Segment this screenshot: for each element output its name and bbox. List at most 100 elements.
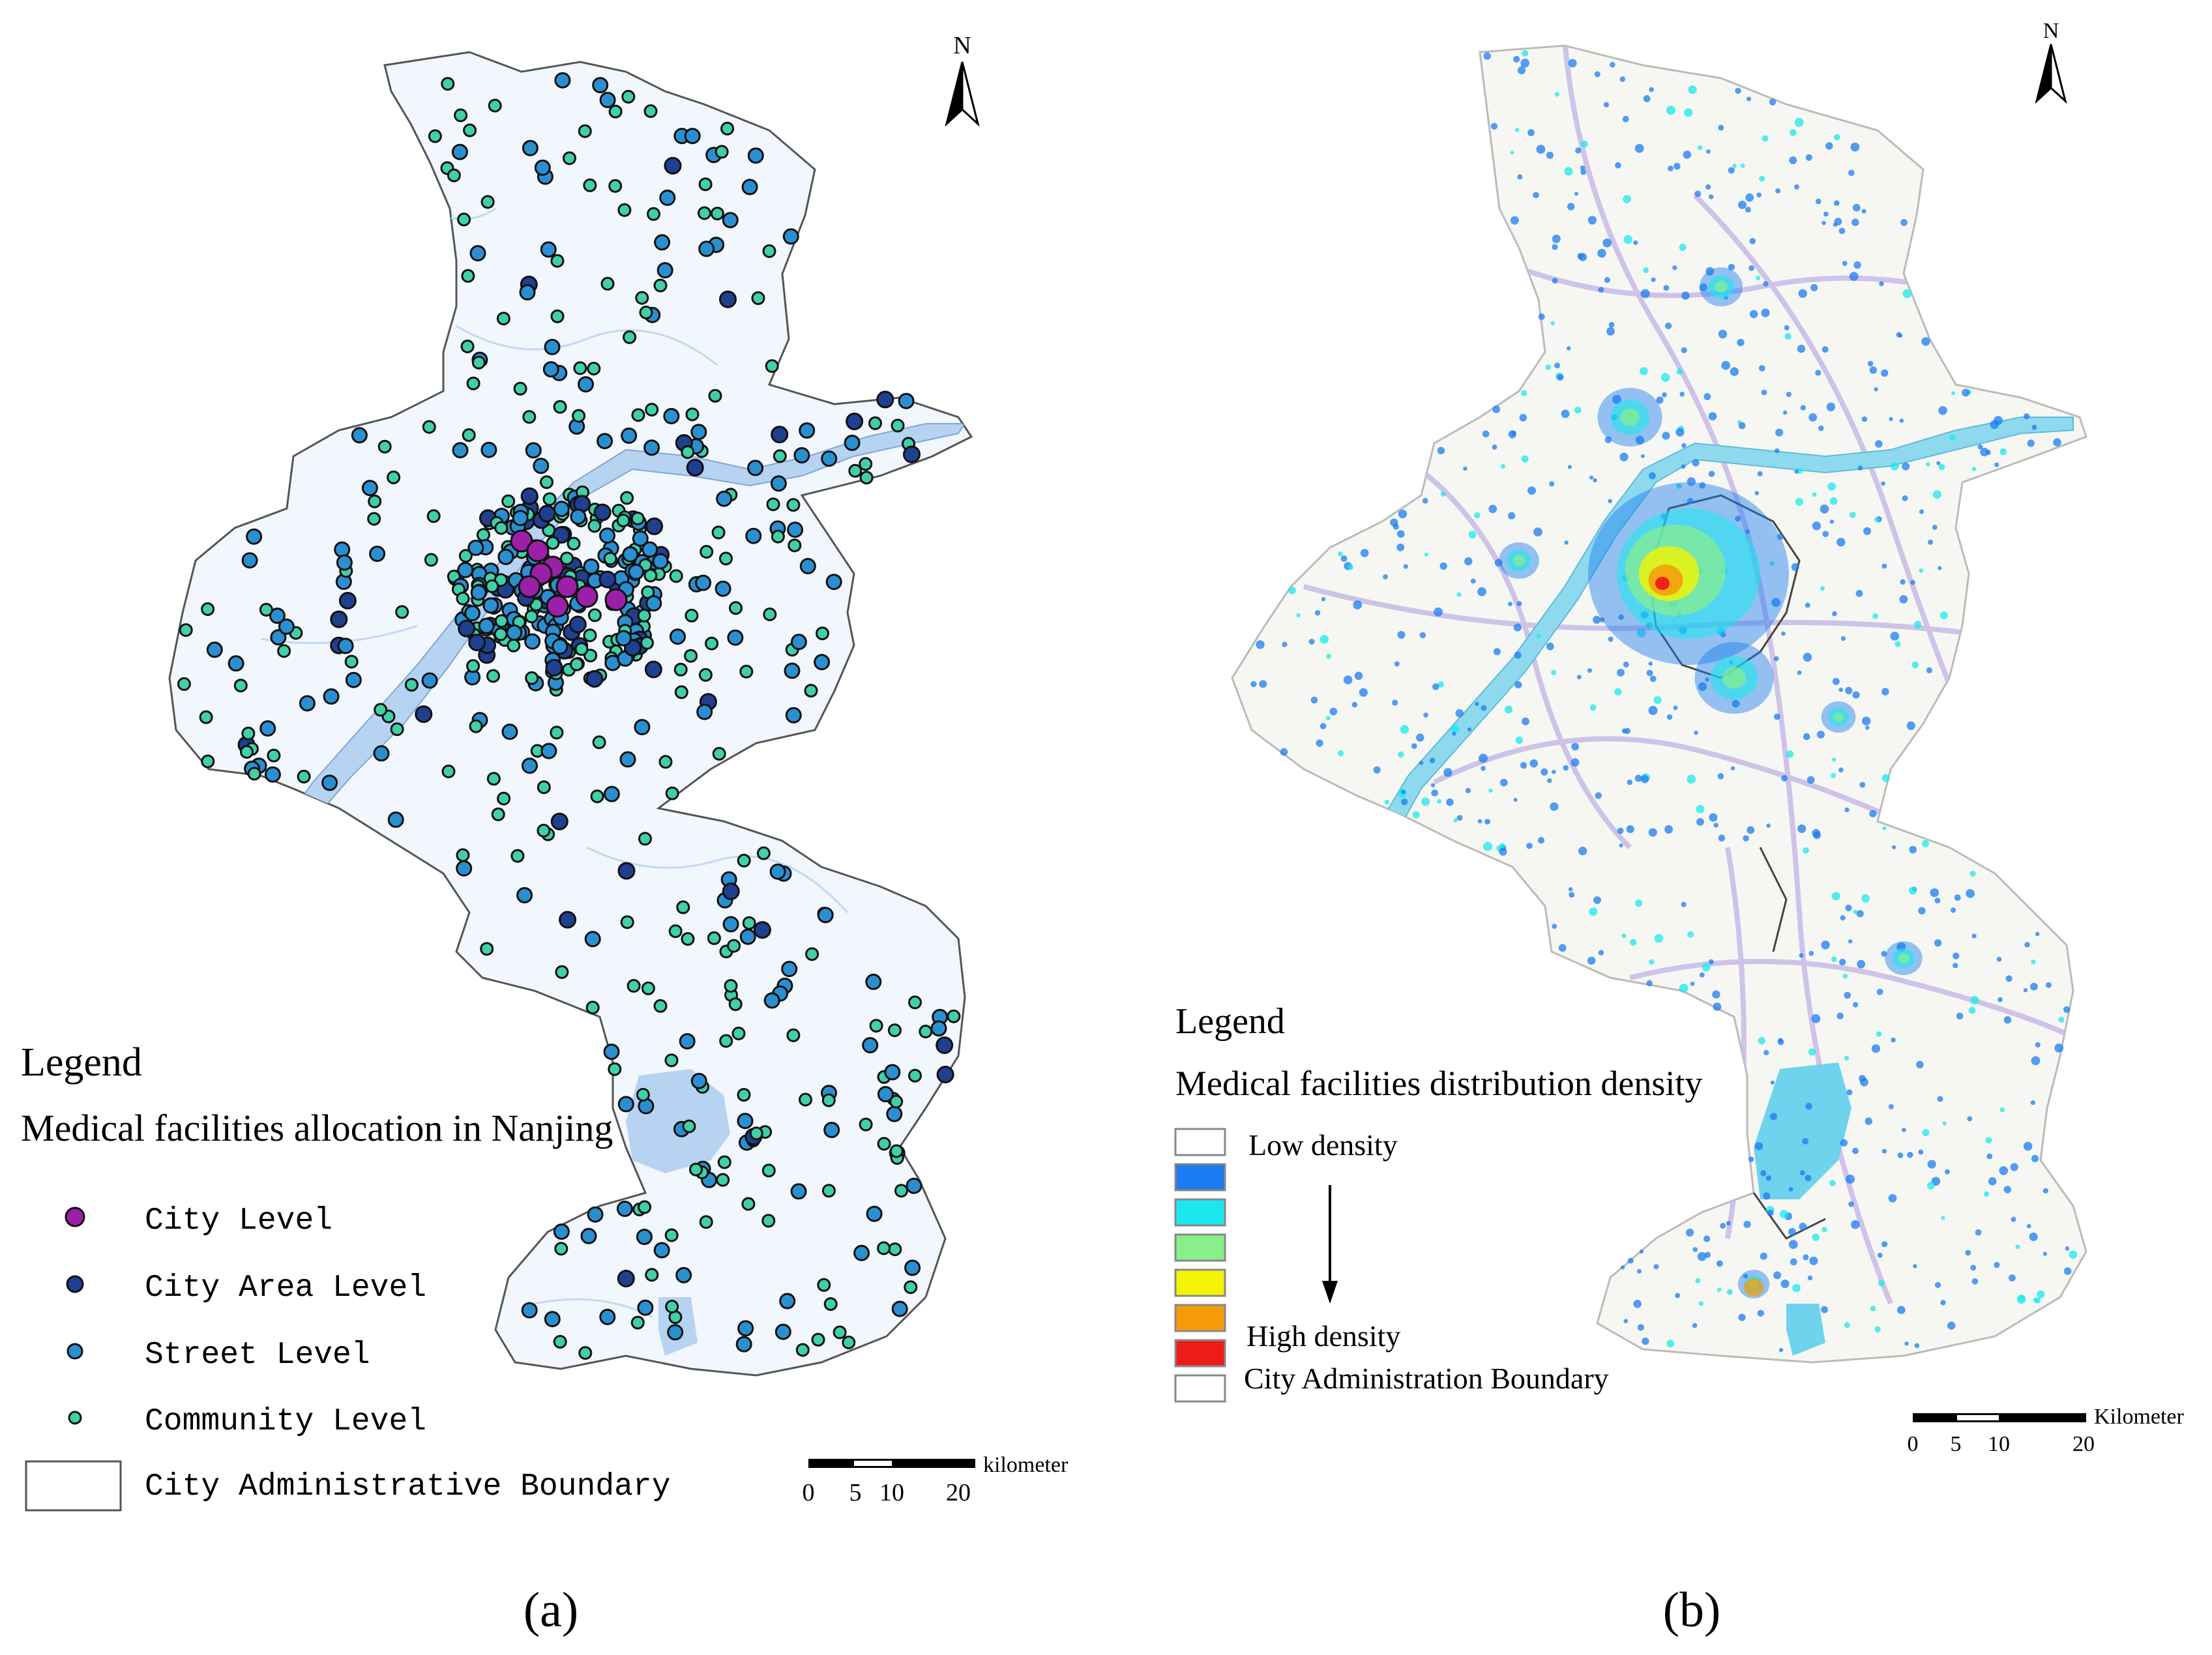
facility-point (705, 636, 719, 651)
density-speck (1663, 285, 1670, 291)
density-speck (1504, 705, 1513, 714)
density-speck (2023, 1141, 2033, 1151)
density-speck (1545, 364, 1551, 370)
density-speck (1758, 1037, 1765, 1045)
density-speck (1593, 478, 1597, 482)
facility-point (501, 724, 518, 740)
facility-point (270, 629, 287, 646)
density-speck (1567, 346, 1571, 351)
density-speck (1250, 681, 1257, 688)
density-speck (1846, 1175, 1855, 1184)
caption-b: (b) (1663, 1583, 1721, 1637)
density-speck (1446, 798, 1454, 806)
density-speck (1821, 220, 1826, 226)
density-speck (1888, 1194, 1897, 1203)
density-speck (1794, 469, 1799, 474)
density-speck (1587, 956, 1596, 965)
density-speck (1803, 652, 1812, 662)
density-speck (1863, 527, 1871, 535)
density-speck (1968, 1006, 1976, 1014)
density-speck (1621, 728, 1627, 734)
facility-point (454, 108, 468, 123)
legend-title-a: Legend (21, 1040, 142, 1085)
facility-point (599, 1308, 616, 1325)
density-speck (1552, 770, 1556, 774)
density-speck (1326, 654, 1331, 659)
density-speck (1708, 471, 1715, 477)
facility-point (344, 654, 359, 669)
facility-point (516, 886, 533, 903)
legend-label-city-area-level: City Area Level (145, 1270, 426, 1306)
density-hotspot (1722, 667, 1747, 689)
density-speck (1735, 87, 1741, 94)
facility-point (507, 638, 521, 652)
facility-point (269, 608, 286, 624)
facility-point (477, 528, 490, 542)
facility-point (228, 655, 244, 672)
facility-point (179, 623, 193, 637)
facility-point (665, 786, 679, 800)
density-speck (1557, 373, 1564, 381)
facility-point (404, 678, 419, 692)
density-speck (1762, 135, 1769, 142)
density-speck (1839, 958, 1846, 966)
facility-point (786, 498, 801, 512)
facility-point (617, 862, 636, 880)
facility-point (782, 228, 799, 245)
density-speck (1697, 1252, 1707, 1261)
facility-point (570, 657, 584, 671)
facility-point (608, 1062, 622, 1076)
facility-point (464, 605, 480, 622)
density-speck (1845, 904, 1852, 911)
density-speck (1737, 338, 1745, 347)
density-speck (1773, 656, 1779, 662)
facility-point (631, 408, 645, 422)
density-speck (1999, 1166, 2008, 1175)
facility-point (458, 619, 476, 637)
facility-point (643, 439, 660, 456)
density-speck (2031, 424, 2037, 430)
density-speck (2023, 988, 2028, 993)
density-speck (1580, 140, 1588, 148)
facility-point (559, 911, 577, 929)
facility-point (936, 1066, 954, 1083)
density-speck (1728, 263, 1735, 271)
density-speck (1805, 602, 1810, 608)
facility-point (761, 1164, 776, 1178)
density-speck (1994, 416, 2003, 425)
density-speck (1517, 66, 1526, 74)
density-speck (1738, 422, 1746, 430)
density-speck (1800, 405, 1806, 411)
facility-point (717, 1155, 731, 1169)
density-speck (1280, 748, 1288, 756)
facility-point (494, 627, 508, 641)
density-speck (1598, 950, 1604, 956)
density-speck (1713, 1003, 1722, 1011)
density-speck (1587, 216, 1597, 225)
density-speck (1900, 579, 1906, 585)
density-speck (1383, 574, 1389, 579)
density-speck (1619, 843, 1623, 848)
facility-point (568, 615, 587, 634)
density-speck (1756, 192, 1762, 198)
facility-point (259, 720, 276, 737)
density-speck (2035, 1042, 2041, 1047)
facility-point (451, 143, 468, 160)
density-speck (1875, 440, 1883, 448)
density-speck (1867, 360, 1874, 367)
density-swatch-2 (1174, 1163, 1226, 1192)
density-speck (1514, 681, 1522, 689)
density-speck (1738, 200, 1747, 209)
facility-point (599, 91, 616, 108)
facility-point (460, 340, 475, 353)
facility-point (773, 449, 787, 463)
density-speck (1953, 963, 1958, 969)
density-speck (1798, 289, 1807, 298)
facility-point (686, 458, 704, 476)
density-speck (1803, 733, 1810, 740)
density-speck (1623, 195, 1631, 203)
facility-point (628, 563, 645, 580)
density-speck (1738, 1313, 1746, 1321)
facility-point (415, 705, 433, 724)
density-speck (1902, 495, 1908, 501)
